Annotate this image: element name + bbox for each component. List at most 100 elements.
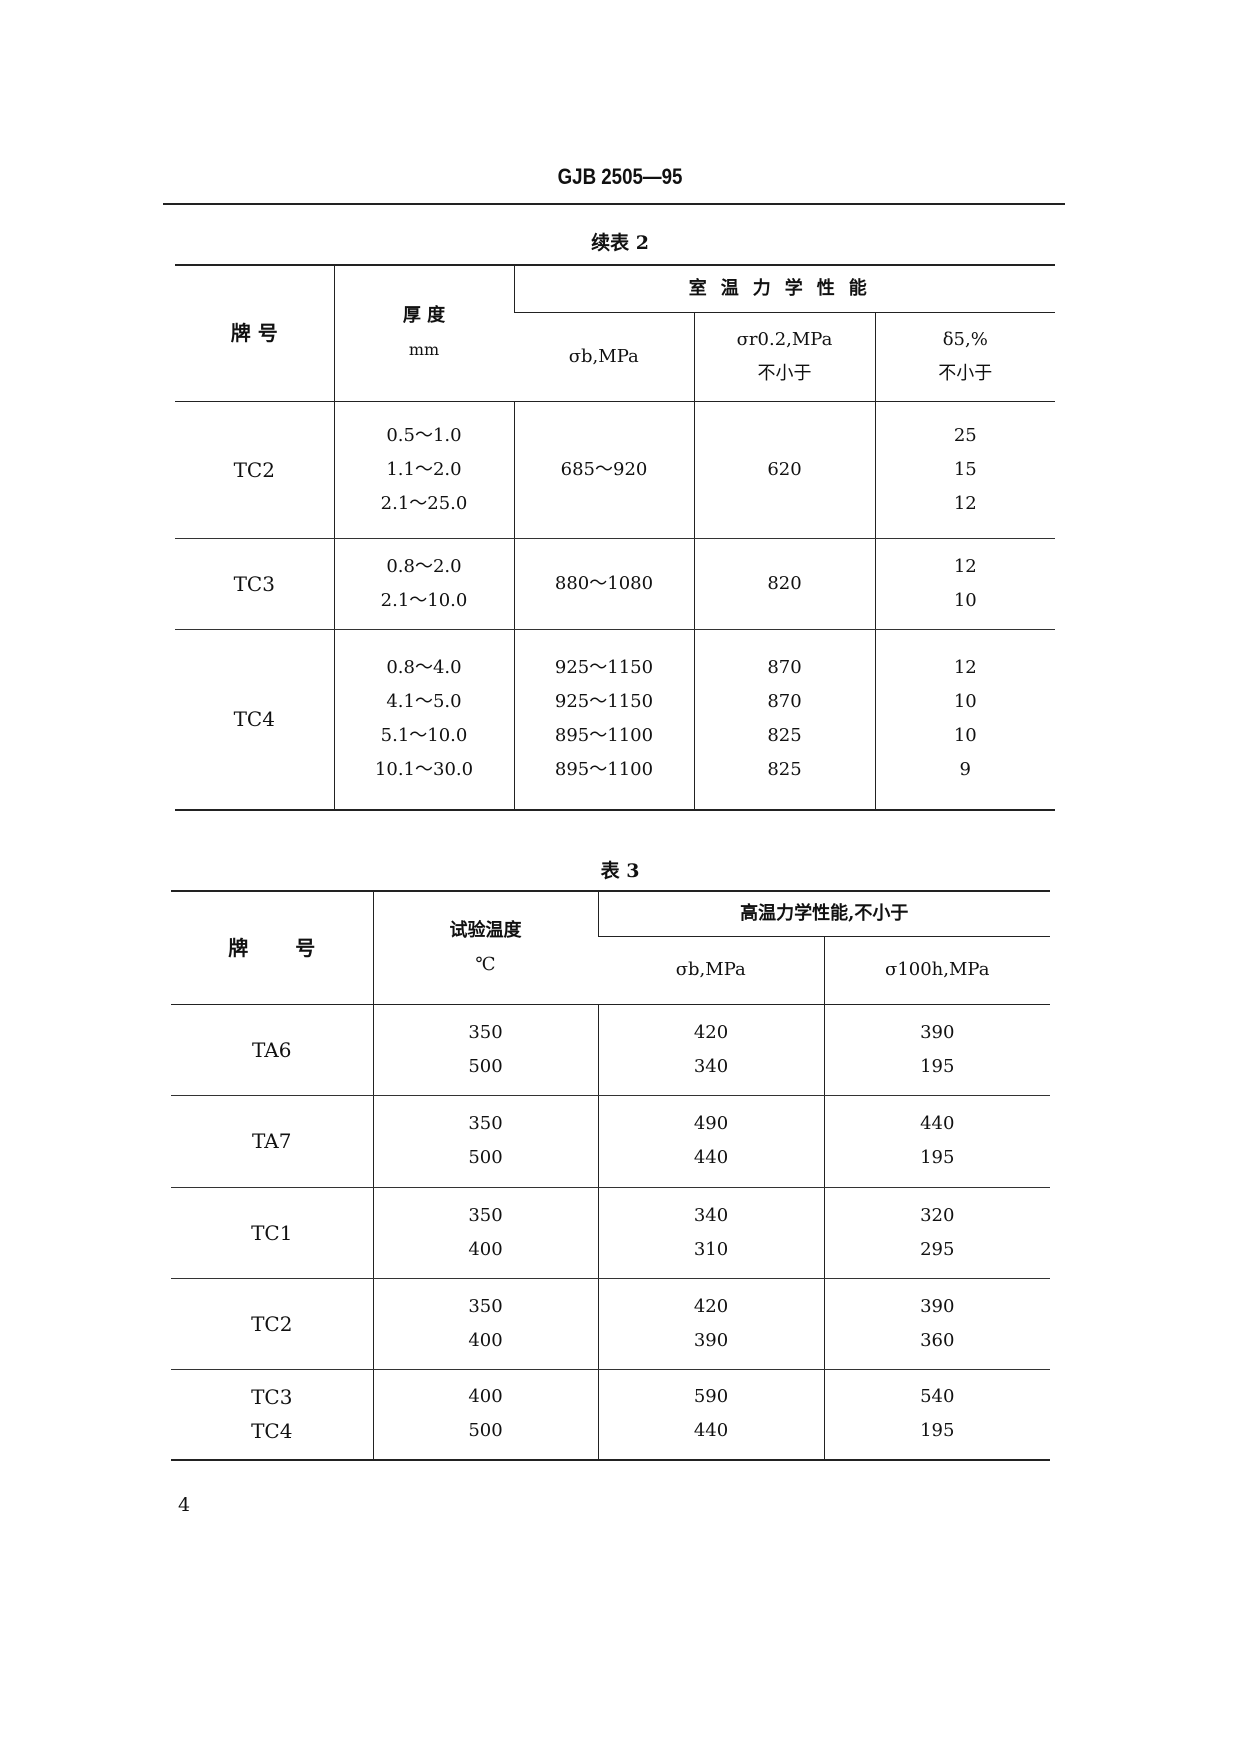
cell-sigma-r02: 620 <box>693 401 875 539</box>
cell-sigma-100h: 440 195 <box>823 1095 1050 1188</box>
cell-sigma-100h-value: 390 <box>920 1295 955 1317</box>
thickness-label: 厚 度 <box>402 305 446 327</box>
cell-sigma-b-value: 880～1080 <box>554 572 654 594</box>
cell-sigma-b-value: 895～1100 <box>554 725 654 747</box>
cell-grade: TC2 <box>175 401 334 539</box>
cell-delta5: 12 10 10 9 <box>874 629 1056 811</box>
cell-sigma-100h: 390 195 <box>823 1004 1050 1096</box>
cell-sigma-b-value: 590 <box>693 1386 729 1408</box>
cell-sigma-b-value: 390 <box>693 1329 729 1351</box>
cell-grade: TC4 <box>175 629 334 811</box>
sigma-r02-note: 不小于 <box>757 362 812 384</box>
table-row-group: TC4 0.8～4.0 4.1～5.0 5.1～10.0 10.1～30.0 925～11… <box>175 629 1056 811</box>
table3-caption: 表 3 <box>600 860 640 882</box>
cell-sigma-b-value: 925～1150 <box>554 657 654 679</box>
cell-temp-value: 400 <box>468 1386 503 1408</box>
cell-sigma-r02-value: 825 <box>767 725 802 747</box>
cell-sigma-r02-value: 825 <box>767 759 802 781</box>
cell-sigma-b-value: 490 <box>693 1113 729 1134</box>
page-number: 4 <box>178 1494 191 1516</box>
table2: 牌 号 厚 度 mm 室温力学性能 σb,MPa σr0.2,MPa 不小于 δ5,… <box>175 264 1056 811</box>
cell-temp-value: 500 <box>468 1420 503 1442</box>
cell-sigma-b-value: 685～920 <box>560 458 648 480</box>
table-row-group: TA7 350 500 490 440 440 195 <box>171 1095 1050 1188</box>
header-test-temperature: 试验温度 ℃ <box>372 890 598 1005</box>
cell-delta5-value: 12 <box>953 555 977 577</box>
table2-caption: 续表 2 <box>591 232 649 254</box>
header-thickness: 厚 度 mm <box>333 264 514 402</box>
cell-grade: TA7 <box>171 1095 373 1188</box>
cell-temp-value: 350 <box>468 1295 503 1317</box>
cell-grade: TC1 <box>171 1187 373 1279</box>
header-delta5: δ5,% 不小于 <box>874 312 1056 402</box>
cell-thickness-value: 1.1～2.0 <box>386 458 462 480</box>
cell-delta5-value: 10 <box>953 691 977 713</box>
cell-temp-value: 350 <box>468 1021 503 1043</box>
cell-thickness-value: 2.1～10.0 <box>380 589 468 611</box>
cell-sigma-100h-value: 195 <box>920 1147 955 1168</box>
temp-label: 试验温度 <box>449 919 522 941</box>
cell-temp: 350 400 <box>372 1187 598 1279</box>
cell-thickness-value: 0.8～4.0 <box>386 657 462 679</box>
cell-grade-value: TC4 <box>251 1419 293 1444</box>
cell-sigma-100h: 540 195 <box>823 1369 1050 1461</box>
cell-sigma-100h-value: 195 <box>920 1055 955 1077</box>
cell-sigma-b-value: 440 <box>693 1420 729 1442</box>
table-row-group: TC3 TC4 400 500 590 440 540 195 <box>171 1369 1050 1461</box>
thickness-unit: mm <box>408 340 440 360</box>
header-grade: 牌 号 <box>175 264 334 402</box>
cell-delta5-value: 9 <box>959 759 971 781</box>
cell-sigma-100h-value: 390 <box>920 1021 955 1043</box>
cell-temp: 350 400 <box>372 1278 598 1370</box>
cell-grade-value: TC3 <box>233 571 275 596</box>
cell-temp-value: 350 <box>468 1113 503 1134</box>
cell-sigma-b: 590 440 <box>597 1369 824 1461</box>
cell-sigma-100h-value: 440 <box>920 1113 955 1134</box>
cell-delta5: 25 15 12 <box>874 401 1056 539</box>
cell-sigma-b: 420 390 <box>597 1278 824 1370</box>
cell-delta5-value: 10 <box>953 725 977 747</box>
cell-sigma-100h-value: 540 <box>920 1386 955 1408</box>
cell-temp-value: 500 <box>468 1055 503 1077</box>
header-sigma-b: σb,MPa <box>514 312 694 402</box>
cell-sigma-b-value: 420 <box>693 1295 729 1317</box>
cell-sigma-b: 685～920 <box>513 401 694 539</box>
cell-grade: TC3 TC4 <box>171 1369 373 1461</box>
cell-thickness-value: 0.8～2.0 <box>386 555 462 577</box>
cell-grade-value: TC1 <box>251 1220 293 1245</box>
table-row-group: TA6 350 500 420 340 390 195 <box>171 1004 1050 1096</box>
header-grade: 牌 号 <box>171 890 373 1005</box>
cell-delta5-value: 10 <box>953 589 977 611</box>
cell-thickness-value: 4.1～5.0 <box>386 691 462 713</box>
cell-sigma-b: 925～1150 925～1150 895～1100 895～1100 <box>513 629 694 811</box>
sigma-r02-label: σr0.2,MPa <box>736 328 833 350</box>
header-sigma-100h: σ100h,MPa <box>823 936 1050 1005</box>
cell-thickness-value: 10.1～30.0 <box>374 759 474 781</box>
cell-sigma-b-value: 925～1150 <box>554 691 654 713</box>
cell-sigma-b: 420 340 <box>597 1004 824 1096</box>
cell-sigma-100h-value: 295 <box>920 1238 955 1260</box>
cell-thickness: 0.8～2.0 2.1～10.0 <box>333 538 514 630</box>
cell-temp-value: 350 <box>468 1204 503 1226</box>
cell-thickness-value: 2.1～25.0 <box>380 492 468 514</box>
cell-sigma-100h-value: 320 <box>920 1204 955 1226</box>
cell-sigma-r02-value: 870 <box>767 691 802 713</box>
cell-sigma-r02: 870 870 825 825 <box>693 629 875 811</box>
cell-grade: TA6 <box>171 1004 373 1096</box>
cell-sigma-r02-value: 820 <box>767 572 802 594</box>
table-row-group: TC2 0.5～1.0 1.1～2.0 2.1～25.0 685～920 620 25 15 1… <box>175 401 1056 539</box>
cell-grade-value: TC3 <box>251 1385 293 1410</box>
cell-sigma-100h: 390 360 <box>823 1278 1050 1370</box>
cell-sigma-b: 880～1080 <box>513 538 694 630</box>
cell-delta5: 12 10 <box>874 538 1056 630</box>
cell-delta5-value: 25 <box>953 424 977 446</box>
cell-sigma-b-value: 895～1100 <box>554 759 654 781</box>
header-rule <box>163 203 1065 205</box>
cell-delta5-value: 15 <box>953 458 977 480</box>
cell-sigma-b: 340 310 <box>597 1187 824 1279</box>
cell-sigma-b: 490 440 <box>597 1095 824 1188</box>
cell-thickness-value: 5.1～10.0 <box>380 725 468 747</box>
cell-temp-value: 500 <box>468 1147 503 1168</box>
table-row-group: TC3 0.8～2.0 2.1～10.0 880～1080 820 12 10 <box>175 538 1056 630</box>
